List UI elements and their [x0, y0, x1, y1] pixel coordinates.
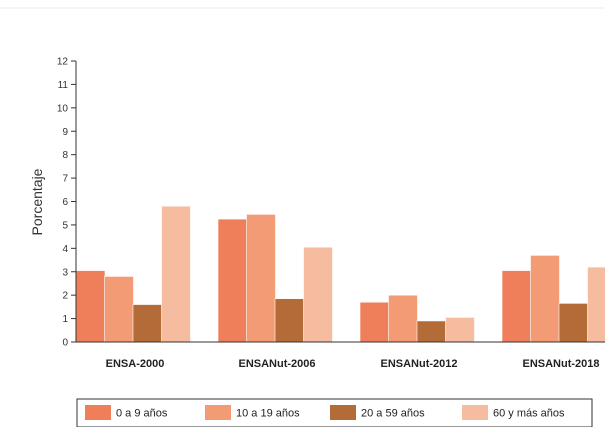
- bar-1-1: [75, 270, 106, 343]
- legend-label-4: 60 y más años: [493, 408, 565, 420]
- bar-3-4: [558, 303, 589, 343]
- legend: 0 a 9 años 10 a 19 años 20 a 59 años 60 y m…: [76, 398, 593, 427]
- bar-3-1: [132, 304, 163, 343]
- y-tick-label: 4: [62, 244, 68, 255]
- legend-swatch-2: [205, 405, 231, 420]
- x-category-label: ENSANut-2006: [238, 358, 315, 370]
- bar-4-3: [445, 317, 475, 343]
- x-category-label: ENSA-2000: [106, 358, 165, 370]
- bar-2-1: [104, 276, 134, 343]
- legend-label-3: 20 a 59 años: [361, 408, 425, 420]
- y-tick-label: 6: [62, 197, 68, 208]
- x-category-label: ENSANut-2018: [522, 358, 599, 370]
- bar-2-4: [530, 255, 560, 343]
- legend-swatch-4: [462, 405, 488, 420]
- legend-label-2: 10 a 19 años: [236, 408, 300, 420]
- y-tick-label: 7: [62, 174, 68, 185]
- legend-swatch-1: [85, 405, 111, 420]
- y-tick-label: 3: [62, 267, 68, 278]
- bar-4-1: [161, 205, 191, 343]
- bar-2-3: [388, 294, 418, 343]
- x-axis: ENSA-2000 ENSANut-2006 ENSANut-2012 ENSANut…: [76, 341, 605, 370]
- y-tick-label: 10: [57, 103, 69, 114]
- bar-4-2: [303, 246, 333, 343]
- y-tick-label: 2: [62, 291, 68, 302]
- y-tick-label: 0: [62, 338, 68, 349]
- bar-1-3: [359, 301, 390, 343]
- y-tick-label: 1: [62, 314, 68, 325]
- bar-4-4: [587, 266, 605, 343]
- bar-1-4: [501, 270, 532, 343]
- x-category-label: ENSANut-2012: [380, 358, 457, 370]
- bars-layer: [75, 205, 605, 343]
- bar-2-2: [246, 214, 276, 343]
- bar-1-2: [217, 218, 248, 343]
- legend-label-1: 0 a 9 años: [116, 408, 168, 420]
- bar-3-2: [274, 298, 305, 343]
- y-tick-label: 11: [58, 80, 69, 91]
- y-axis-title: Porcentaje: [29, 168, 45, 235]
- y-tick-label: 8: [62, 150, 68, 161]
- y-tick-label: 5: [62, 220, 68, 231]
- y-tick-label: 12: [57, 57, 69, 68]
- legend-swatch-3: [330, 405, 356, 420]
- bar-3-3: [416, 320, 447, 343]
- y-tick-label: 9: [62, 127, 68, 138]
